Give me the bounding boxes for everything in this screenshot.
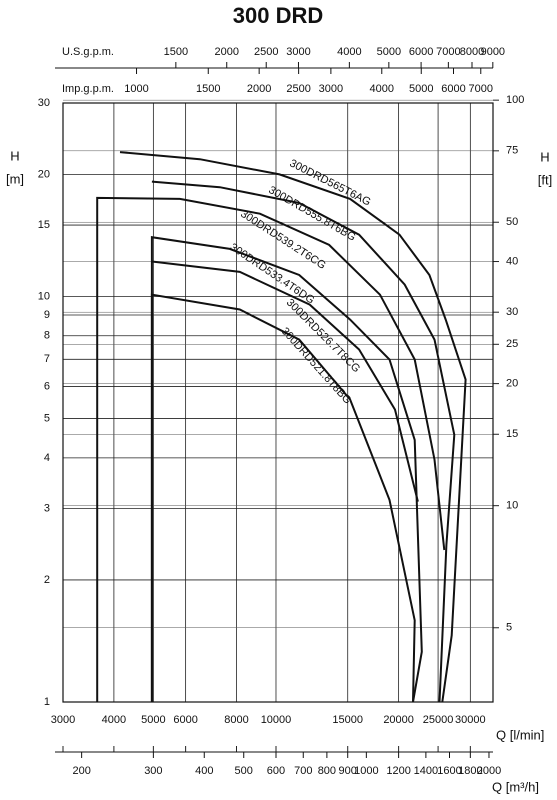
x2-tick-label: 200 [72,765,90,777]
y2-tick-label: 15 [506,428,518,440]
y2-tick-label: 50 [506,216,518,228]
top-tick-label: 2500 [286,83,310,95]
x2-tick-label: 2000 [477,765,501,777]
curve [151,260,419,502]
y-tick-label: 4 [44,452,50,464]
top-tick-label: 1000 [124,83,148,95]
y-axis-symbol: H [10,148,19,163]
plot-frame [62,102,494,703]
y-tick-label: 20 [38,168,50,180]
x2-tick-label: 600 [267,765,285,777]
top-tick-label: 7000 [436,46,460,58]
y-tick-label: 1 [44,696,50,708]
y2-tick-label: 25 [506,338,518,350]
x2-tick-label: 900 [339,765,357,777]
top-tick-label: 6000 [409,46,433,58]
y-tick-label: 8 [44,330,50,342]
y-tick-label: 10 [38,290,50,302]
top-tick-label: 4000 [337,46,361,58]
x-tick-label: 10000 [261,714,292,726]
top-tick-label: 3000 [319,83,343,95]
y-tick-label: 2 [44,574,50,586]
top-tick-label: 1500 [196,83,220,95]
x-tick-label: 3000 [51,714,75,726]
top-axis-label: U.S.g.p.m. [62,46,114,58]
x-tick-label: 15000 [332,714,363,726]
y-tick-label: 9 [44,309,50,321]
top-tick-label: 3000 [286,46,310,58]
y-tick-label: 15 [38,219,50,231]
curve [150,236,423,703]
x2-tick-label: 1600 [437,765,461,777]
x2-tick-label: 300 [144,765,162,777]
x2-tick-label: 400 [195,765,213,777]
curve [150,293,416,703]
y2-tick-label: 20 [506,378,518,390]
y-tick-label: 30 [38,97,50,109]
x2-tick-label: 800 [318,765,336,777]
chart-title: 300 DRD [233,3,323,28]
top-tick-label: 4000 [370,83,394,95]
y2-axis-unit: [ft] [538,172,552,187]
curve [119,151,467,703]
top-tick-label: 6000 [441,83,465,95]
x-axis-label: Q [l/min] [496,727,544,742]
curve [151,180,456,703]
top-tick-label: 8000 [460,46,484,58]
y2-axis-symbol: H [540,149,549,164]
x-tick-label: 30000 [455,714,486,726]
top-tick-label: 5000 [409,83,433,95]
x-tick-label: 25000 [423,714,454,726]
y-tick-label: 6 [44,380,50,392]
y-tick-label: 5 [44,412,50,424]
y2-tick-label: 75 [506,145,518,157]
y2-tick-label: 100 [506,94,524,106]
y2-tick-label: 10 [506,500,518,512]
y2-tick-label: 40 [506,255,518,267]
x2-tick-label: 1800 [458,765,482,777]
y-tick-label: 7 [44,353,50,365]
x-tick-label: 4000 [102,714,126,726]
top-tick-label: 2500 [254,46,278,58]
x-tick-label: 6000 [173,714,197,726]
top-tick-label: 1500 [164,46,188,58]
x-tick-label: 20000 [383,714,414,726]
top-axis-label: Imp.g.p.m. [62,83,114,95]
x2-axis-label: Q [m³/h] [492,779,539,794]
curve-label: 300DRD521.8T8BG [279,325,354,406]
x2-tick-label: 500 [235,765,253,777]
x-tick-label: 5000 [141,714,165,726]
top-tick-label: 2000 [214,46,238,58]
y-tick-label: 3 [44,502,50,514]
top-tick-label: 5000 [377,46,401,58]
curve [96,196,446,702]
top-tick-label: 9000 [481,46,505,58]
y2-tick-label: 30 [506,306,518,318]
top-tick-label: 2000 [247,83,271,95]
y2-tick-label: 5 [506,622,512,634]
y-axis-unit: [m] [6,171,24,186]
top-tick-label: 7000 [469,83,493,95]
x2-tick-label: 700 [294,765,312,777]
x2-tick-label: 1200 [386,765,410,777]
x-tick-label: 8000 [224,714,248,726]
x2-tick-label: 1000 [354,765,378,777]
x2-tick-label: 1400 [414,765,438,777]
